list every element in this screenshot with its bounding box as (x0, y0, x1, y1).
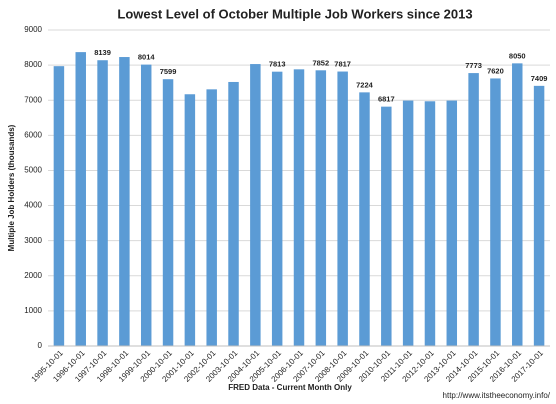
bar (250, 64, 261, 347)
bar (184, 94, 196, 347)
data-label: 7817 (334, 60, 351, 69)
data-label: 7620 (487, 66, 504, 75)
y-tick-label: 3000 (24, 236, 42, 245)
data-label: 7224 (356, 80, 374, 89)
y-axis-title: Multiple Job Holders (thousands) (7, 124, 16, 251)
data-label: 7409 (531, 74, 548, 83)
chart-title: Lowest Level of October Multiple Job Wor… (117, 6, 472, 21)
y-tick-label: 6000 (24, 130, 42, 139)
bar (271, 71, 283, 347)
bar (490, 78, 501, 346)
y-tick-label: 7000 (24, 95, 42, 104)
bar (315, 70, 327, 346)
bar (75, 52, 86, 347)
bar (402, 100, 414, 346)
bar (293, 69, 305, 346)
data-label: 7773 (465, 61, 482, 70)
data-label: 7852 (312, 58, 329, 67)
bar (359, 92, 370, 346)
bar (140, 64, 152, 346)
y-tick-label: 8000 (24, 60, 42, 69)
data-label: 6817 (378, 95, 395, 104)
data-label: 7599 (160, 67, 177, 76)
data-label: 8139 (94, 48, 111, 57)
bar (337, 71, 348, 347)
bar (97, 60, 108, 347)
y-tick-label: 2000 (24, 271, 42, 280)
bar (53, 66, 65, 347)
y-tick-label: 5000 (24, 166, 42, 175)
bar (228, 81, 239, 346)
bar (468, 73, 479, 347)
bar (381, 106, 392, 346)
data-label: 7813 (269, 60, 286, 69)
bar (119, 57, 130, 347)
source-note: http://www.itstheeconomy.info/ (443, 391, 551, 400)
y-tick-label: 1000 (24, 306, 42, 315)
y-tick-label: 9000 (24, 25, 42, 34)
bar (446, 100, 458, 346)
y-tick-label: 0 (38, 341, 43, 350)
x-axis-title: FRED Data - Current Month Only (228, 383, 352, 392)
bar (206, 89, 217, 347)
data-label: 8014 (138, 53, 156, 62)
data-label: 8050 (509, 51, 526, 60)
y-tick-label: 4000 (24, 201, 42, 210)
bar (512, 63, 523, 346)
bar (533, 85, 545, 346)
bar (162, 79, 174, 346)
bar (424, 101, 436, 346)
